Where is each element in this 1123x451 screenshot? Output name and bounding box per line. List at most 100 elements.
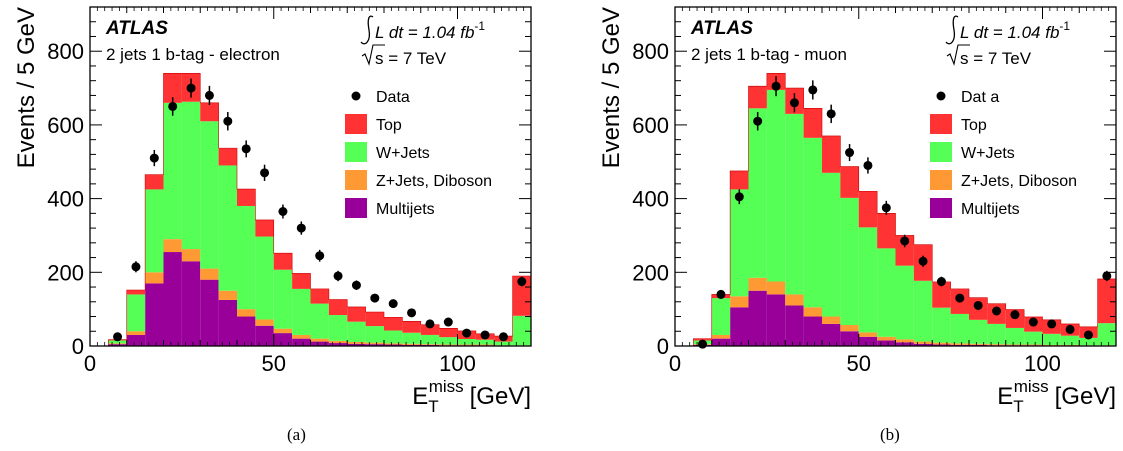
bar-w-jets-15 xyxy=(384,330,403,344)
bar-top-7 xyxy=(237,189,256,206)
bar-multijets-9 xyxy=(273,333,293,346)
bar-top-22 xyxy=(1097,278,1116,324)
bar-z-jets-diboson-2 xyxy=(145,272,164,284)
data-point-8 xyxy=(260,168,270,178)
integral-icon xyxy=(945,15,959,45)
y-tick-label-0: 0 xyxy=(72,334,84,359)
lumi-label: L dt = 1.04 fb-1 xyxy=(960,19,1070,42)
legend-label-4: Multijets xyxy=(961,201,1020,218)
bar-z-jets-diboson-19 xyxy=(457,344,476,346)
bar-z-jets-diboson-1 xyxy=(711,334,731,339)
chart-panel-a: 0 50 100 0 200 400 600 800 Events / 5 GeV ETmiss[… xyxy=(0,0,561,451)
data-point-22 xyxy=(517,277,527,287)
bar-multijets-10 xyxy=(877,340,896,346)
bar-w-jets-10 xyxy=(877,248,896,337)
data-point-16 xyxy=(407,308,417,318)
bar-z-jets-diboson-0 xyxy=(108,343,127,345)
caption-a: (a) xyxy=(287,425,306,444)
legend-swatch-3 xyxy=(345,170,367,190)
bar-w-jets-13 xyxy=(347,321,366,342)
data-point-5 xyxy=(789,98,799,108)
y-axis-label: Events / 5 GeV xyxy=(13,7,40,168)
bar-w-jets-15 xyxy=(969,319,988,344)
bar-top-14 xyxy=(365,312,384,327)
data-point-9 xyxy=(278,207,288,217)
bar-w-jets-7 xyxy=(822,172,841,317)
bar-w-jets-1 xyxy=(711,298,731,335)
data-point-12 xyxy=(333,271,343,281)
bar-w-jets-16 xyxy=(987,323,1006,345)
bar-top-17 xyxy=(420,324,440,335)
data-point-8 xyxy=(845,148,855,158)
bar-multijets-9 xyxy=(858,336,878,346)
bar-multijets-1 xyxy=(126,334,146,346)
data-point-10 xyxy=(296,223,306,233)
bar-top-12 xyxy=(328,299,348,316)
data-point-6 xyxy=(808,85,818,95)
stack-outline xyxy=(693,73,1116,346)
bar-z-jets-diboson-10 xyxy=(877,336,896,341)
x-tick-label-50: 50 xyxy=(262,351,286,376)
y-tick-label-200: 200 xyxy=(47,260,84,285)
bar-w-jets-12 xyxy=(913,280,933,342)
x-tick-label-50: 50 xyxy=(847,351,871,376)
stack-outline xyxy=(108,73,531,346)
data-point-3 xyxy=(753,116,763,126)
bar-w-jets-19 xyxy=(1042,333,1061,345)
data-point-20 xyxy=(480,330,490,340)
bar-top-0 xyxy=(693,338,712,341)
bar-multijets-5 xyxy=(200,279,219,346)
bar-w-jets-16 xyxy=(402,332,421,344)
y-tick-label-400: 400 xyxy=(632,187,669,212)
legend-label-2: W+Jets xyxy=(961,145,1015,162)
bar-z-jets-diboson-12 xyxy=(913,341,933,344)
data-point-6 xyxy=(223,116,233,126)
bar-z-jets-diboson-20 xyxy=(475,344,495,346)
data-point-1 xyxy=(716,289,726,299)
bar-w-jets-10 xyxy=(292,288,311,335)
bar-multijets-3 xyxy=(163,252,182,346)
legend-swatch-3 xyxy=(930,170,952,190)
bar-z-jets-diboson-7 xyxy=(822,316,841,324)
data-point-13 xyxy=(936,277,946,287)
bar-w-jets-8 xyxy=(255,236,274,320)
bar-multijets-6 xyxy=(803,316,822,346)
bar-z-jets-diboson-14 xyxy=(365,342,384,345)
bar-w-jets-20 xyxy=(1060,335,1080,345)
bar-z-jets-diboson-6 xyxy=(218,290,237,300)
legend-marker-data xyxy=(351,91,361,101)
bar-w-jets-21 xyxy=(494,341,513,346)
data-points xyxy=(698,76,1112,349)
bar-top-13 xyxy=(347,306,366,322)
bar-multijets-14 xyxy=(365,344,384,346)
bar-top-6 xyxy=(803,108,822,138)
bar-top-22 xyxy=(512,275,531,316)
bar-z-jets-diboson-2 xyxy=(730,296,749,308)
legend-label-2: W+Jets xyxy=(376,145,430,162)
bar-top-13 xyxy=(932,281,951,308)
bar-z-jets-diboson-8 xyxy=(255,319,274,326)
bar-multijets-11 xyxy=(895,342,914,346)
y-tick-label-0: 0 xyxy=(657,334,669,359)
x-axis-label: ETmiss [GeV] xyxy=(412,377,531,416)
bar-top-16 xyxy=(402,321,421,333)
bar-top-8 xyxy=(840,166,859,198)
bar-w-jets-1 xyxy=(126,294,146,332)
bar-w-jets-9 xyxy=(858,227,878,333)
bar-top-3 xyxy=(748,86,767,109)
legend-label-1: Top xyxy=(376,117,402,134)
bar-top-10 xyxy=(877,213,896,249)
data-point-4 xyxy=(186,83,196,93)
bar-z-jets-diboson-15 xyxy=(969,343,988,345)
bar-top-18 xyxy=(439,328,458,338)
legend-swatch-4 xyxy=(930,198,952,218)
bar-z-jets-diboson-9 xyxy=(858,332,878,337)
sqrt-label: s = 7 TeV xyxy=(960,49,1032,68)
y-tick-label-600: 600 xyxy=(47,113,84,138)
bar-w-jets-14 xyxy=(950,313,969,344)
bar-z-jets-diboson-11 xyxy=(895,339,914,343)
legend-swatch-2 xyxy=(345,142,367,162)
bar-z-jets-diboson-9 xyxy=(273,328,293,334)
bar-z-jets-diboson-7 xyxy=(237,309,256,317)
bar-z-jets-diboson-6 xyxy=(803,307,822,317)
